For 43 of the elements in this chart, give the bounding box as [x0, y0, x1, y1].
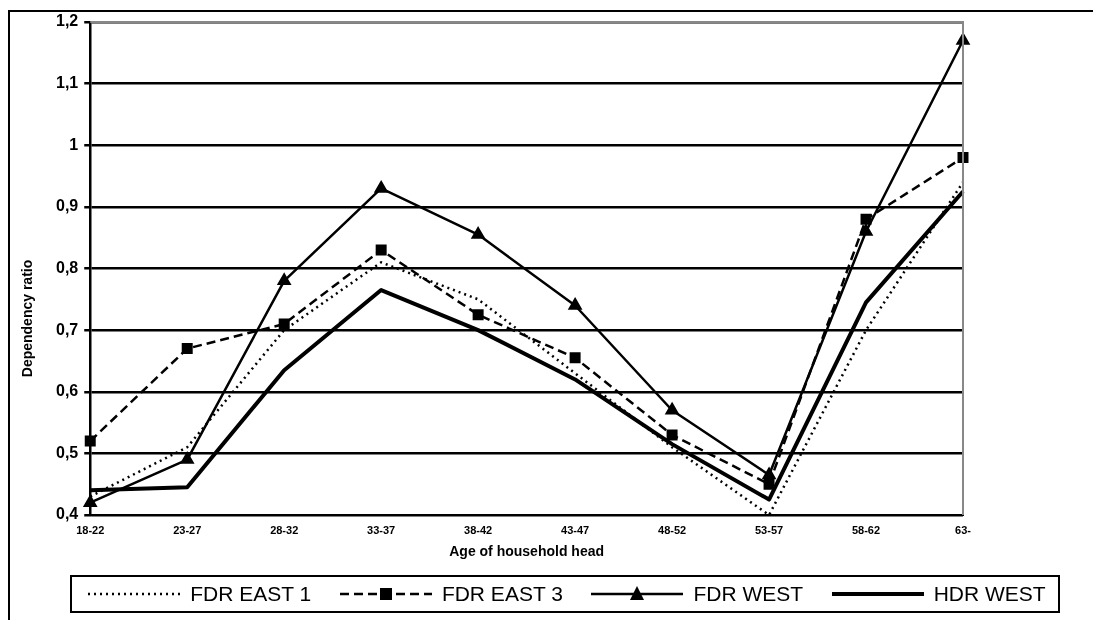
x-tick-label: 23-27 [173, 523, 202, 536]
point [83, 495, 97, 507]
x-tick-label: 48-52 [658, 523, 687, 536]
point [375, 244, 387, 256]
legend-label: FDR EAST 1 [190, 582, 312, 606]
point [666, 429, 678, 441]
y-tick-label: 0,7 [55, 320, 79, 338]
y-tick-label: 1,1 [55, 74, 79, 92]
point [859, 224, 873, 236]
point [569, 352, 581, 364]
point [180, 452, 194, 464]
x-tick-label: 28-32 [270, 523, 299, 536]
legend-label: HDR WEST [933, 582, 1046, 606]
x-tick-label: 43-47 [561, 523, 590, 536]
point [763, 478, 775, 490]
y-tick-label: 1 [69, 135, 79, 153]
x-tick-label: 38-42 [464, 523, 493, 536]
y-tick-label: 0,6 [55, 382, 79, 400]
point [860, 213, 872, 225]
point [568, 298, 582, 310]
x-tick-label: 58-62 [851, 523, 881, 536]
point [181, 343, 193, 355]
x-tick-label: 33-37 [367, 523, 396, 536]
y-tick-label: 0,4 [55, 505, 79, 523]
point [665, 402, 679, 415]
point [472, 309, 484, 321]
x-tick-label: 53-57 [754, 523, 784, 536]
y-tick-label: 1,2 [55, 12, 79, 30]
y-tick-label: 0,9 [55, 197, 79, 215]
point [277, 273, 291, 286]
legend-label: FDR EAST 3 [441, 582, 563, 606]
legend-label: FDR WEST [693, 582, 804, 606]
point [84, 435, 96, 447]
y-tick-label: 0,8 [55, 258, 79, 276]
point [471, 227, 485, 239]
x-tick-label: 18-22 [76, 523, 105, 536]
y-axis-title: Dependency ratio [18, 259, 35, 378]
point [374, 181, 388, 193]
point [762, 467, 776, 480]
x-axis-title: Age of household head [449, 543, 605, 560]
point [278, 318, 290, 330]
x-tick-label: 63- [955, 523, 972, 536]
y-tick-label: 0,5 [55, 443, 79, 461]
